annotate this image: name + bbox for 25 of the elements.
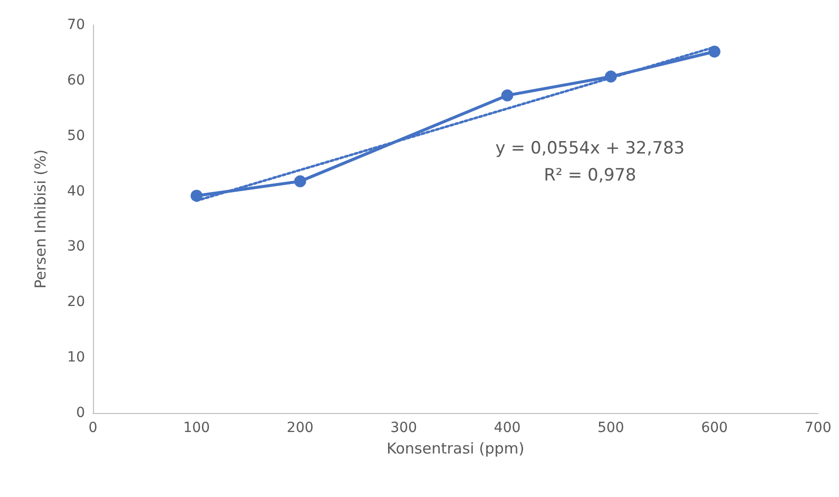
x-tick-label: 400	[494, 420, 521, 436]
x-axis-title: Konsentrasi (ppm)	[386, 440, 524, 458]
y-tick-label: 50	[67, 128, 85, 144]
y-tick-label: 40	[67, 183, 85, 200]
x-tick-label: 0	[88, 420, 98, 436]
y-tick-label: 30	[67, 238, 85, 255]
x-tick-label: 600	[701, 420, 728, 436]
point	[294, 175, 306, 188]
x-tick-label: 300	[390, 420, 418, 436]
y-tick-label: 20	[67, 294, 85, 310]
point	[708, 46, 720, 58]
point	[190, 190, 203, 202]
x-tick-label: 500	[597, 420, 624, 436]
x-tick-label: 100	[183, 420, 210, 436]
y-axis-title: Persen Inhibisi (%)	[32, 149, 50, 289]
point	[604, 70, 617, 83]
y-tick-label: 70	[67, 17, 85, 33]
point	[501, 89, 514, 102]
x-tick-label: 700	[804, 420, 832, 436]
y-tick-label: 10	[67, 350, 85, 366]
y-tick-label: 0	[76, 405, 85, 421]
annotation: R² = 0,978	[544, 166, 636, 186]
x-tick-label: 200	[286, 420, 314, 436]
y-tick-label: 60	[67, 72, 85, 88]
annotation: y = 0,0554x + 32,783	[495, 138, 685, 158]
